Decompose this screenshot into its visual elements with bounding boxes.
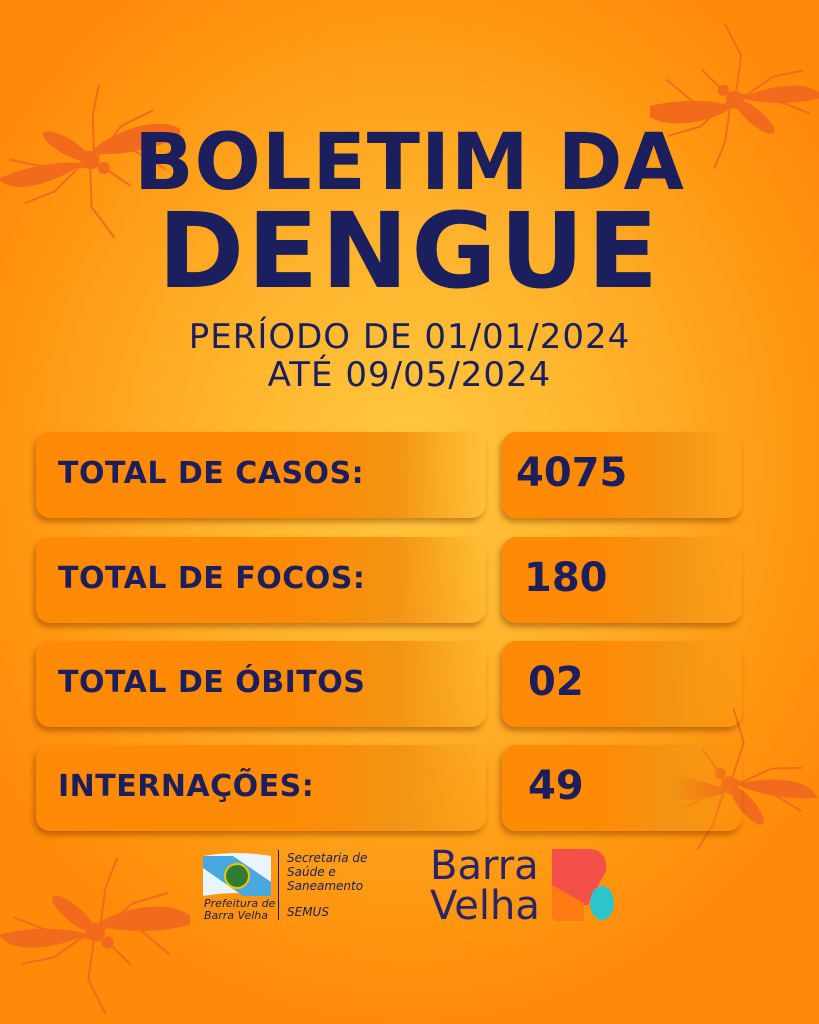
municipal-flag-icon xyxy=(203,853,271,896)
stat-value-box: 49 xyxy=(502,745,742,831)
secretaria-line1: Secretaria de xyxy=(287,851,368,865)
prefeitura-label: Prefeitura de Barra Velha xyxy=(204,898,275,922)
semus-label: SEMUS xyxy=(287,905,329,919)
stat-row-cases: TOTAL DE CASOS: 4075 xyxy=(36,432,756,518)
period-line1: PERÍODO DE 01/01/2024 xyxy=(188,317,631,357)
stat-value-box: 02 xyxy=(502,641,742,727)
stat-value: 02 xyxy=(528,659,584,705)
stat-label: TOTAL DE ÓBITOS xyxy=(58,665,366,700)
secretaria-line3: Saneamento xyxy=(287,879,364,893)
stat-label: TOTAL DE CASOS: xyxy=(58,456,365,491)
period: PERÍODO DE 01/01/2024 ATÉ 09/05/2024 xyxy=(0,318,819,394)
stat-value: 49 xyxy=(528,763,584,809)
stat-value-box: 4075 xyxy=(502,432,742,518)
secretaria-label: Secretaria de Saúde e Saneamento xyxy=(287,851,367,893)
stat-label-box: INTERNAÇÕES: xyxy=(36,745,486,831)
stat-label: INTERNAÇÕES: xyxy=(58,769,315,804)
stat-label-box: TOTAL DE FOCOS: xyxy=(36,537,486,623)
prefeitura-line1: Prefeitura de xyxy=(204,897,276,910)
stat-value: 4075 xyxy=(516,450,628,496)
brand-line1: Barra xyxy=(430,843,539,889)
stat-label: TOTAL DE FOCOS: xyxy=(58,561,366,596)
barra-velha-logo-icon xyxy=(552,849,614,921)
title-line2: DENGUE xyxy=(157,190,662,312)
stat-row-hospitalizations: INTERNAÇÕES: 49 xyxy=(36,745,756,831)
stat-label-box: TOTAL DE CASOS: xyxy=(36,432,486,518)
barra-velha-wordmark: Barra Velha xyxy=(430,846,540,926)
stat-row-deaths: TOTAL DE ÓBITOS 02 xyxy=(36,641,756,727)
divider xyxy=(278,850,279,920)
stat-value-box: 180 xyxy=(502,537,742,623)
period-line2: ATÉ 09/05/2024 xyxy=(267,355,552,395)
stat-value: 180 xyxy=(524,555,608,601)
title-line1: BOLETIM DA xyxy=(134,118,685,208)
prefeitura-line2: Barra Velha xyxy=(204,909,268,922)
brand-line2: Velha xyxy=(430,883,540,929)
mosquito-icon xyxy=(0,840,190,1024)
stat-row-foci: TOTAL DE FOCOS: 180 xyxy=(36,537,756,623)
secretaria-line2: Saúde e xyxy=(287,865,336,879)
stat-label-box: TOTAL DE ÓBITOS xyxy=(36,641,486,727)
